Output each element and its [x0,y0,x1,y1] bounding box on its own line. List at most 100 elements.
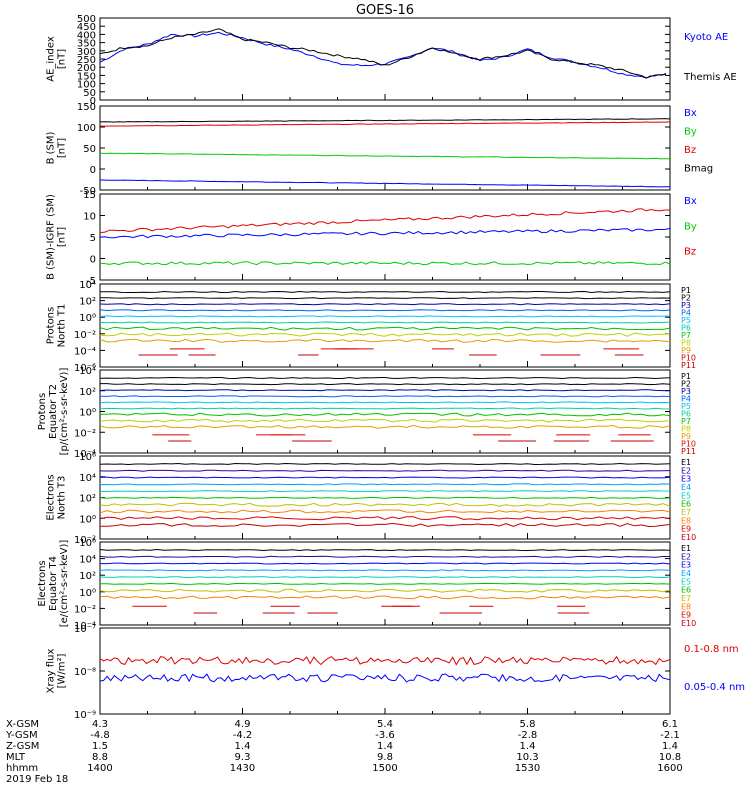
y-axis-label-line: North T1 [57,304,68,348]
y-tick-label: 0 [90,255,96,266]
y-axis-label-line: [p/(cm²-s-sr-keV)] [59,368,70,456]
y-axis-label-line: Protons [46,307,57,344]
y-tick-label: 500 [77,14,96,25]
legend-e9: E9 [681,525,691,534]
y-tick-label: 10⁻⁴ [74,449,96,460]
legend-p5: P5 [681,316,691,325]
y-axis-label-line: Equator T2 [48,384,59,439]
legend-e7: E7 [681,508,691,517]
series-line-themis-ae [99,28,667,79]
legend-p5: P5 [681,402,691,411]
legend-p11: P11 [681,447,696,456]
legend-p2: P2 [681,294,691,303]
series-line-bx [99,227,671,239]
y-axis-label: Protons Equator T2 [p/(cm²-s-sr-keV)] [37,368,70,456]
x-value-x-gsm-1: 4.9 [235,719,251,730]
y-axis-label-line: North T3 [57,476,68,520]
flux-line-e10 [100,522,671,528]
series-line-by [99,261,671,266]
panel-5: Protons Equator T2 [p/(cm²-s-sr-keV)] 10⁻⁴ 1… [37,366,696,460]
legend-e3: E3 [681,475,691,484]
y-axis-label-line: Equator T4 [48,556,59,611]
y-tick-label: 10⁻⁹ [74,710,96,721]
y-axis-label-line: Protons [37,393,48,430]
legend-p10: P10 [681,440,696,449]
y-tick-label: 10² [79,494,96,505]
legend-p7: P7 [681,417,691,426]
flux-line-p4 [99,395,671,398]
flux-line-e8 [99,509,671,514]
xray-line-1 [99,673,671,683]
y-axis-label: Electrons Equator T4 [e/(cm²-s-sr-keV)] [37,540,70,628]
xray-line-0 [99,655,671,666]
flux-line-e6 [99,496,671,499]
y-axis-label: Xray flux [W/m²] [46,649,68,694]
y-tick-label: 10⁴ [79,473,96,484]
legend-bz: Bz [684,247,696,258]
y-tick-label: 10² [79,387,96,398]
y-tick-label: 50 [83,144,96,155]
x-row-label-3: MLT [6,752,26,763]
legend-by: By [684,127,697,138]
y-tick-label: -50 [80,186,96,197]
flux-line-p1 [100,290,671,294]
x-value-x-gsm-3: 5.8 [520,719,536,730]
y-axis-label-line: [e/(cm²-s-sr-keV)] [59,540,70,628]
flux-line-e3 [100,562,671,565]
flux-line-p7 [99,412,671,417]
y-axis-label: Protons North T1 [46,304,68,348]
flux-line-e4 [99,483,671,486]
flux-line-p7 [99,326,671,331]
flux-line-p3 [99,303,671,306]
legend-e3: E3 [681,561,691,570]
y-tick-label: 10⁻⁸ [74,667,96,678]
legend-bz: Bz [684,145,696,156]
flux-line-p5 [99,315,671,318]
y-tick-label: 10⁰ [79,588,96,599]
y-tick-label: 15 [83,190,96,201]
panel-2: B (SM) [nT] -50 0 50 100 150 Bx By Bz Bmag [46,102,714,197]
panel-frame [99,105,671,191]
y-tick-label: 10 [83,212,96,223]
y-axis-label-line: [nT] [57,227,68,247]
flux-line-e6 [99,582,671,585]
legend-p6: P6 [681,410,691,419]
x-value-y-gsm-4: -2.1 [660,730,680,741]
y-tick-label: 10² [79,571,96,582]
y-tick-label: 350 [77,39,96,50]
y-tick-label: 10⁰ [79,313,96,324]
x-row-label-1: Y-GSM [5,730,38,741]
legend-xray-short: 0.05-0.4 nm [684,682,745,693]
legend-e5: E5 [681,491,691,500]
flux-line-e5 [99,576,671,579]
y-tick-label: -5 [86,276,96,287]
panel-4: Protons North T1 10⁻⁶ 10⁻⁴ 10⁻² 10⁰ 10² 10⁴ P1P2… [46,280,697,374]
legend-p4: P4 [681,395,691,404]
x-value-z-gsm-4: 1.4 [662,741,678,752]
x-value-z-gsm-2: 1.4 [377,741,393,752]
flux-line-p6 [99,321,671,324]
y-tick-label: 5 [90,233,96,244]
legend-e10: E10 [681,619,696,628]
x-value-y-gsm-0: -4.8 [90,730,110,741]
legend-p1: P1 [681,372,691,381]
flux-line-p3 [99,389,671,392]
legend-e1: E1 [681,458,691,467]
y-tick-label: 10⁻⁶ [74,363,96,374]
legend-p3: P3 [681,301,691,310]
flux-line-p5 [99,401,671,404]
flux-line-e4 [99,569,671,572]
flux-line-p8 [99,418,671,423]
y-axis-label: AE_index [nT] [46,36,68,82]
flux-line-e8 [99,595,671,600]
x-value-mlt-2: 9.8 [377,752,393,763]
y-tick-label: 50 [83,88,96,99]
x-value-mlt-3: 10.3 [516,752,538,763]
series-line-bx [99,179,671,188]
flux-line-p4 [99,309,671,312]
legend-p4: P4 [681,309,691,318]
flux-line-e2 [99,555,670,558]
y-tick-label: 250 [77,55,96,66]
y-axis-label: B (SM) [nT] [46,131,68,164]
